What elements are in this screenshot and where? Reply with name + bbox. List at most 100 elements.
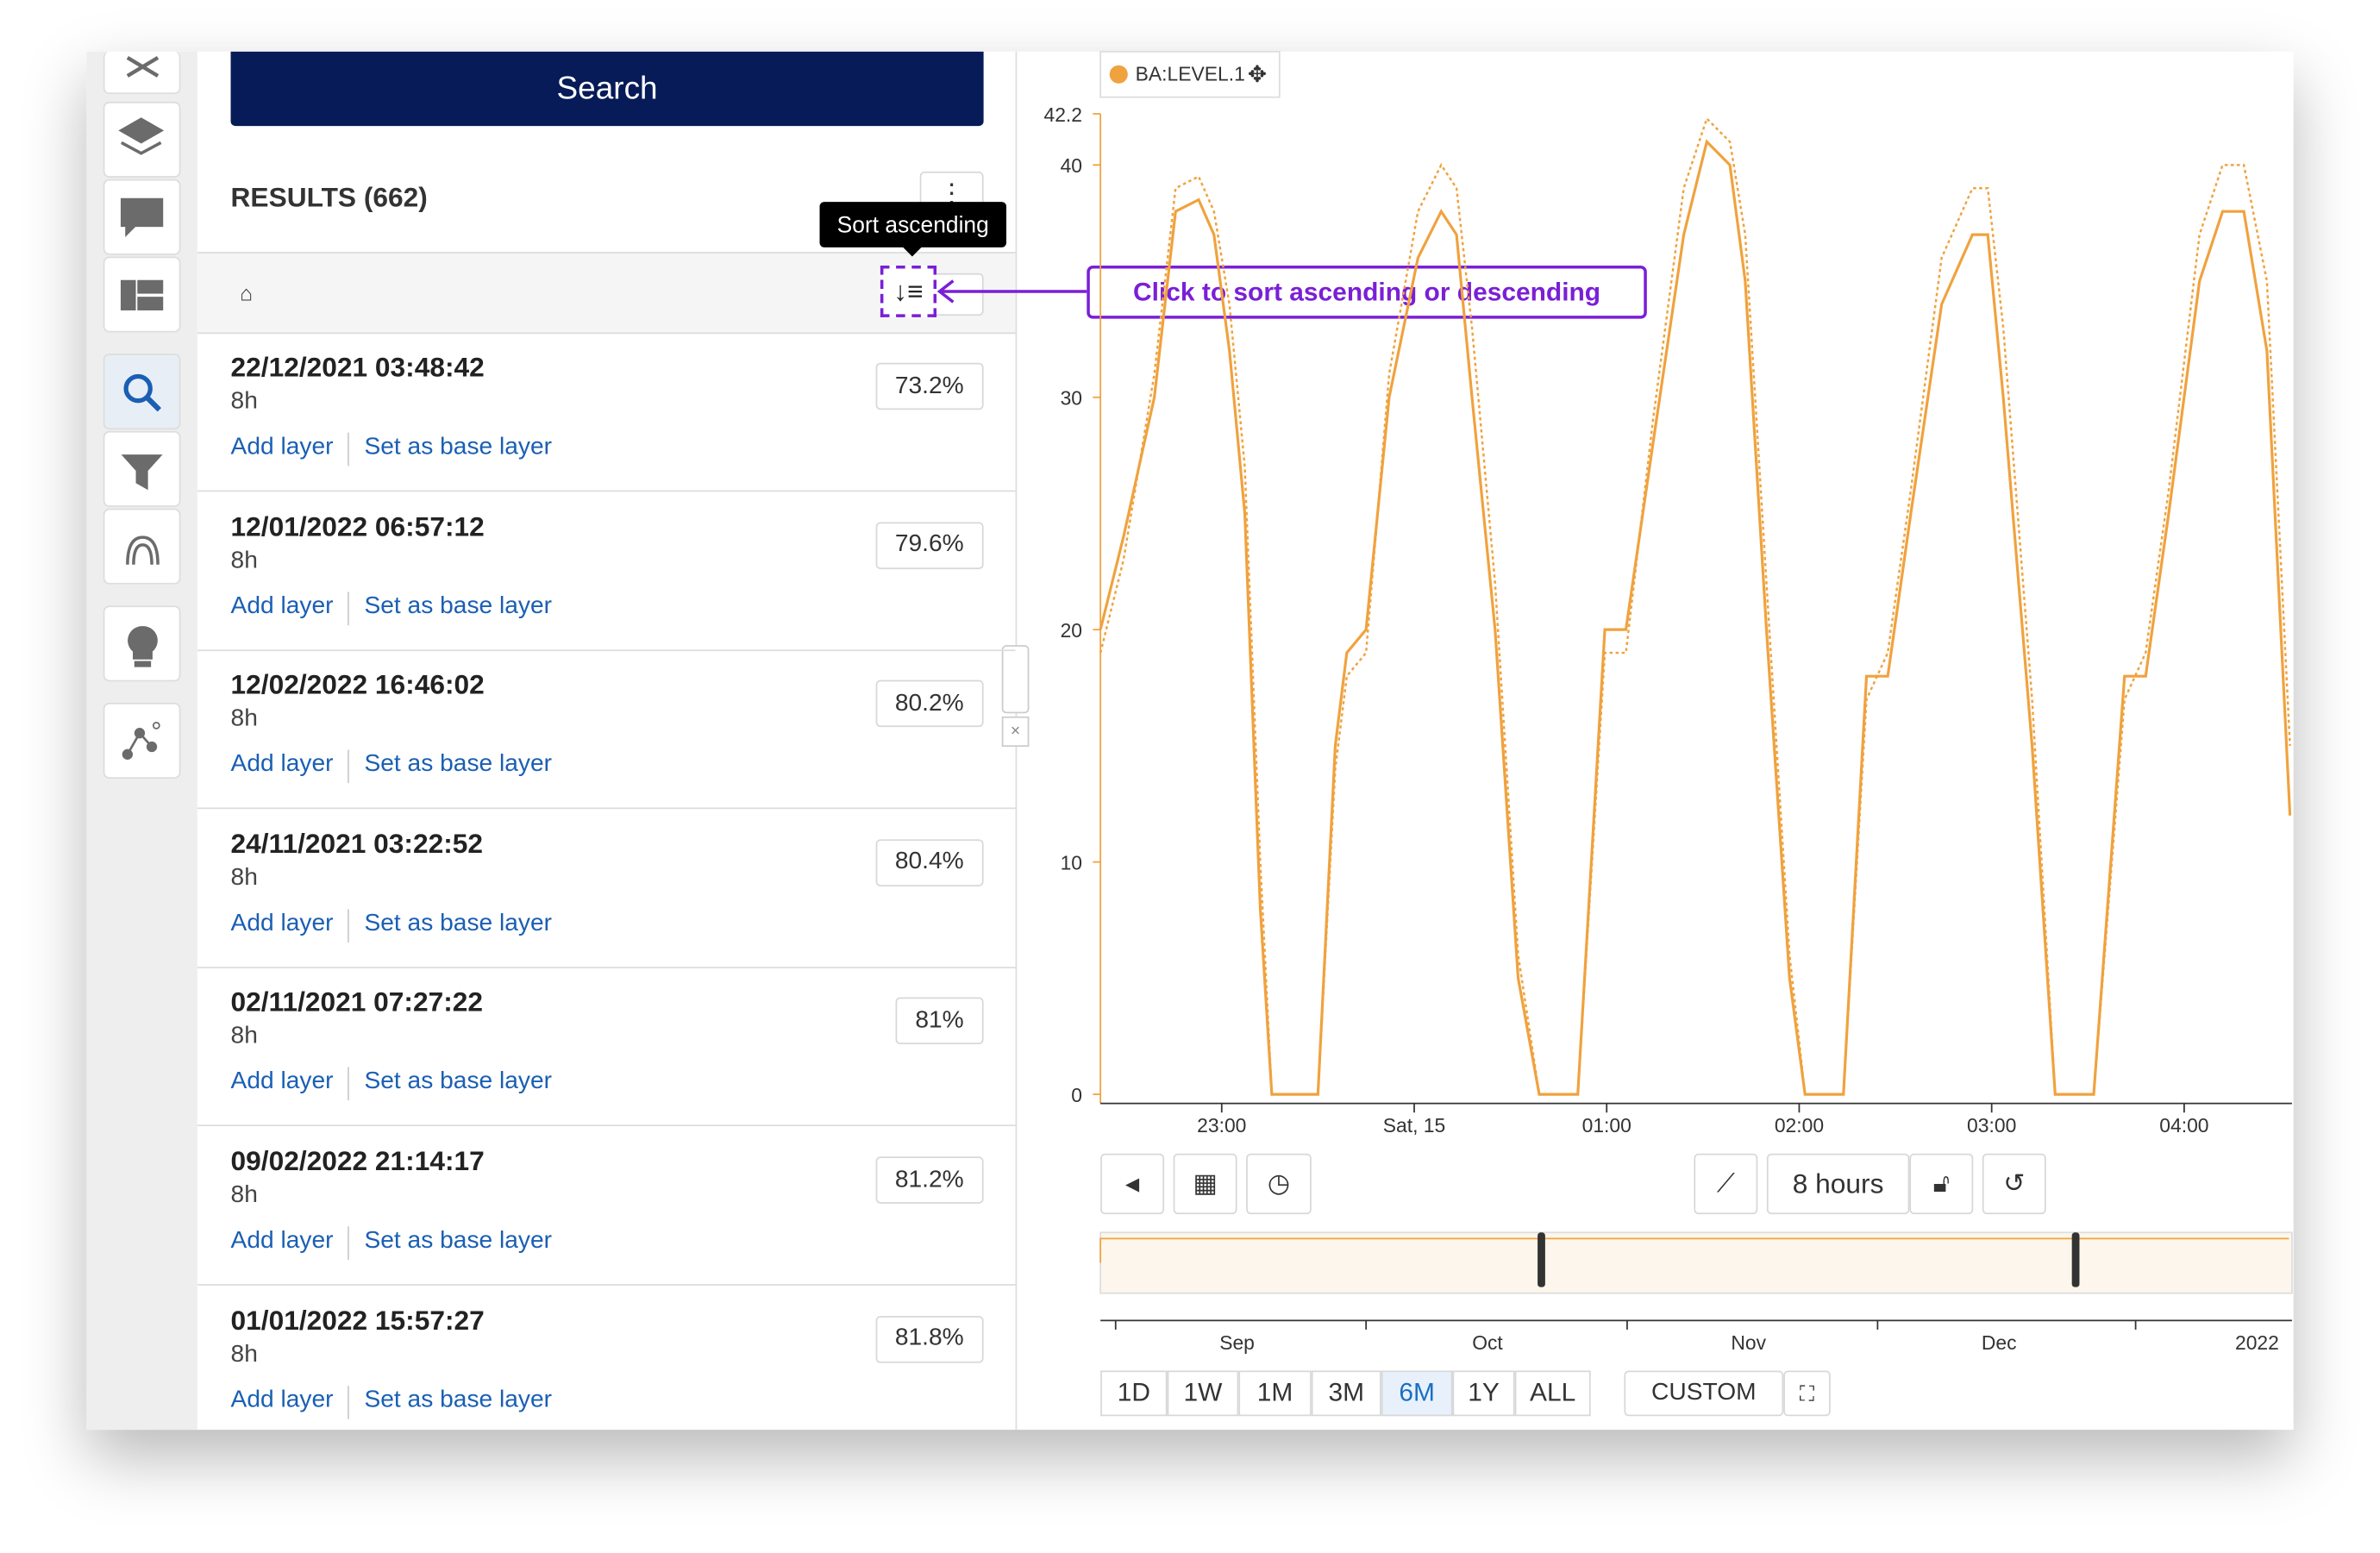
callout-arrow [936,279,1087,304]
legend-label: BA:LEVEL.1 [1136,62,1245,85]
row-divider [197,1284,1016,1286]
resize-handle[interactable] [1001,645,1030,714]
add-layer-link[interactable]: Add layer [230,910,334,936]
set-base-layer-link[interactable]: Set as base layer [364,592,553,619]
separator [348,749,349,784]
x-tick-label: 02:00 [1775,1114,1824,1137]
range-button[interactable]: 3M [1311,1370,1381,1417]
navigator-label: Dec [1982,1331,2017,1354]
y-tick-label: 42.2 [1043,103,1082,126]
set-base-layer-link[interactable]: Set as base layer [364,1068,553,1095]
tool-icon[interactable] [103,51,181,95]
close-button[interactable]: × [1001,716,1030,748]
toolbar [197,252,1016,335]
result-score: 80.2% [874,679,984,728]
add-layer-link[interactable]: Add layer [230,1387,334,1413]
separator [348,1226,349,1260]
dashboard-icon[interactable] [103,256,181,333]
navigator-label: 2022 [2235,1331,2279,1354]
separator [348,1068,349,1101]
y-tick-label: 40 [1061,154,1082,177]
result-date: 02/11/2021 07:27:22 [230,986,484,1018]
clock-button[interactable]: ◷ [1246,1153,1312,1215]
custom-button[interactable]: CUSTOM [1624,1370,1784,1417]
results-header: RESULTS (662) [230,182,428,213]
y-tick-label: 20 [1061,619,1082,642]
range-button[interactable]: 1W [1167,1370,1239,1417]
add-layer-link[interactable]: Add layer [230,434,334,460]
navigator-handle[interactable] [1538,1232,1545,1287]
row-divider [197,966,1016,968]
sort-icon[interactable]: ↓≡ [880,266,937,317]
set-base-layer-link[interactable]: Set as base layer [364,434,553,460]
chart-type-button[interactable]: ⟋ [1694,1153,1758,1215]
x-tick-label: 23:00 [1197,1114,1246,1137]
move-icon[interactable]: ✥ [1248,61,1267,87]
row-divider [197,490,1016,492]
y-tick-label: 10 [1061,851,1082,874]
set-base-layer-link[interactable]: Set as base layer [364,1228,553,1254]
x-tick-label: 04:00 [2159,1114,2208,1137]
result-duration: 8h [230,388,258,415]
back-button[interactable]: ◀ [1100,1153,1165,1215]
navigator-series [1099,1237,2289,1263]
range-button[interactable]: 1M [1238,1370,1312,1417]
result-score: 79.6% [874,521,984,569]
search-icon[interactable] [103,354,181,430]
navigator-handle[interactable] [2071,1232,2080,1287]
callout: Click to sort ascending or descending [1087,266,1647,319]
range-button[interactable]: ALL [1514,1370,1591,1417]
y-tick-label: 0 [1071,1084,1082,1106]
result-duration: 8h [230,1024,258,1049]
result-score: 73.2% [874,362,984,410]
series-line [1099,139,2292,1096]
series-line [1099,116,2291,1096]
calendar-button[interactable]: ▦ [1173,1153,1237,1215]
y-tick-label: 30 [1061,387,1082,410]
result-duration: 8h [230,1182,258,1209]
navigator[interactable] [1099,1231,2293,1294]
range-button[interactable]: 1Y [1452,1370,1515,1417]
home-icon[interactable]: ⌂ [240,280,254,305]
legend-box [1099,50,1281,98]
result-date: 12/02/2022 16:46:02 [230,669,485,700]
result-duration: 8h [230,864,258,891]
legend-swatch [1109,65,1128,84]
add-layer-link[interactable]: Add layer [230,592,334,619]
separator [348,1385,349,1419]
range-button[interactable]: 1D [1100,1370,1168,1417]
separator [348,909,349,942]
result-score: 81.2% [874,1156,984,1204]
graph-icon[interactable] [103,702,181,779]
fullscreen-button[interactable]: ⛶ [1783,1370,1831,1417]
result-date: 01/01/2022 15:57:27 [230,1305,485,1336]
result-score: 81% [895,998,984,1045]
lock-button[interactable]: 🔓︎ [1909,1153,1974,1215]
set-base-layer-link[interactable]: Set as base layer [364,751,553,778]
add-layer-link[interactable]: Add layer [230,751,334,778]
history-button[interactable]: ↺ [1982,1153,2046,1215]
result-date: 24/11/2021 03:22:52 [230,828,484,859]
tooltip: Sort ascending [819,202,1007,247]
search-button[interactable]: Search [230,51,984,127]
result-score: 81.8% [874,1315,984,1362]
add-layer-link[interactable]: Add layer [230,1068,334,1095]
result-date: 22/12/2021 03:48:42 [230,352,485,383]
navigator-label: Sep [1219,1331,1255,1354]
result-score: 80.4% [874,839,984,886]
result-duration: 8h [230,705,258,732]
tooltip-arrow [901,246,924,257]
x-tick-label: 01:00 [1582,1114,1632,1137]
x-tick-label: Sat, 15 [1383,1114,1445,1137]
sort-button[interactable] [929,272,984,316]
add-layer-link[interactable]: Add layer [230,1228,334,1254]
set-base-layer-link[interactable]: Set as base layer [364,910,553,936]
row-divider [197,648,1016,651]
span-field[interactable]: 8 hours [1766,1153,1910,1215]
range-button[interactable]: 6M [1381,1370,1453,1417]
set-base-layer-link[interactable]: Set as base layer [364,1387,553,1413]
